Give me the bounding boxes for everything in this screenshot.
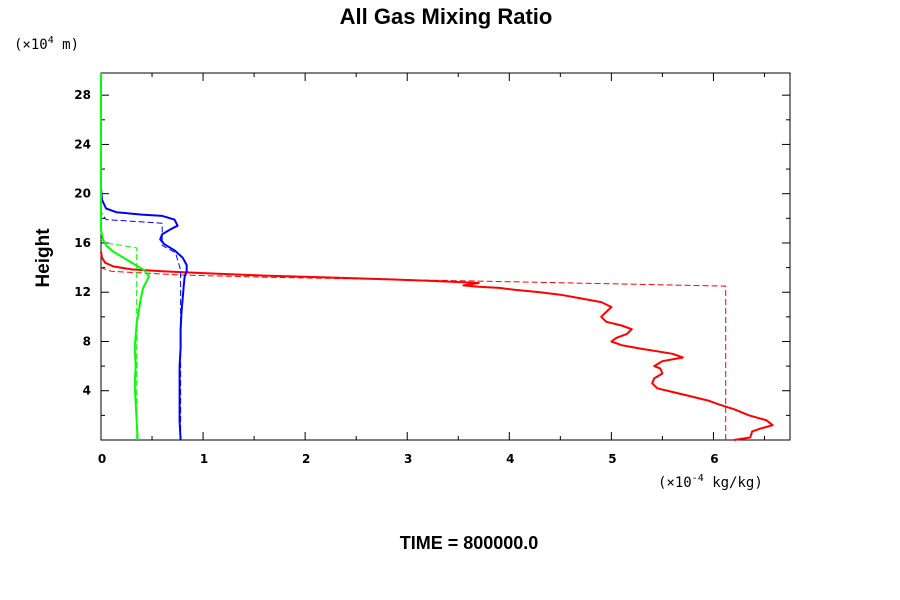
x-unit-exponent: -4 bbox=[692, 473, 704, 484]
series-line-2-solid bbox=[100, 187, 188, 441]
y-unit-prefix: (×10 bbox=[14, 37, 48, 53]
x-tick-label: 3 bbox=[404, 452, 412, 466]
x-tick-label: 2 bbox=[302, 452, 310, 466]
plot-frame bbox=[100, 72, 791, 441]
x-tick-label: 5 bbox=[608, 452, 616, 466]
y-unit-suffix: m) bbox=[54, 37, 79, 53]
x-unit-label: (×10-4 kg/kg) bbox=[658, 473, 763, 491]
y-tick-label: 28 bbox=[74, 88, 91, 102]
x-tick-label: 6 bbox=[710, 452, 718, 466]
series-line-5-dashed bbox=[100, 238, 138, 440]
y-unit-exponent: 4 bbox=[48, 35, 54, 46]
chart-title: All Gas Mixing Ratio bbox=[340, 4, 553, 29]
series-line-1-dashed bbox=[100, 267, 727, 440]
x-tick-label: 4 bbox=[506, 452, 514, 466]
time-label: TIME = 800000.0 bbox=[400, 533, 539, 553]
y-axis-label: Height bbox=[33, 228, 54, 288]
x-unit-prefix: (×10 bbox=[658, 475, 692, 491]
y-tick-label: 16 bbox=[74, 236, 91, 250]
y-tick-label: 4 bbox=[83, 384, 91, 398]
y-tick-label: 20 bbox=[74, 187, 91, 201]
y-tick-label: 12 bbox=[74, 285, 91, 299]
y-tick-label: 8 bbox=[83, 334, 91, 348]
x-unit-suffix: kg/kg) bbox=[704, 475, 763, 491]
series-line-3-dashed bbox=[100, 211, 182, 440]
y-unit-label: (×104 m) bbox=[14, 35, 79, 53]
y-tick-label: 24 bbox=[74, 137, 91, 151]
x-tick-label: 0 bbox=[98, 452, 106, 466]
x-tick-label: 1 bbox=[200, 452, 208, 466]
series-line-4-solid bbox=[100, 73, 150, 441]
